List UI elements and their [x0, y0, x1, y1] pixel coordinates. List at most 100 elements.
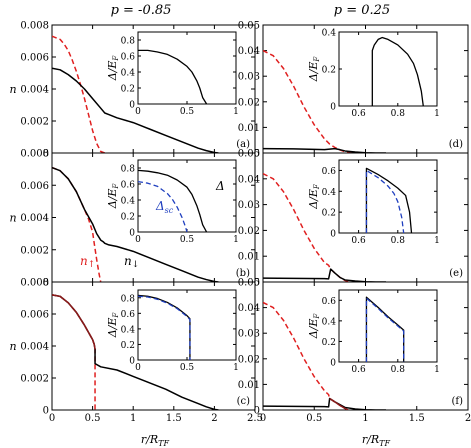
inset-c-y-axis-label-sub: F [112, 312, 120, 319]
inset-a-y-tick-label: 0.8 [121, 37, 136, 47]
inset-f-y-tick-label: 0.6 [322, 297, 337, 307]
panel-c-x-tick-label: 0 [49, 413, 55, 424]
inset-f-x-tick-label: 0.6 [351, 365, 366, 375]
panel-b-inset: 0 0.5 100.20.40.60.8Δ/EF [106, 159, 239, 245]
panel-d-series-n_up [263, 49, 356, 153]
panel-f-y-tick-label: 0.05 [238, 278, 260, 289]
panel-a-y-tick-label: 0.008 [20, 21, 49, 32]
panel-f-y-tick-label: 0.03 [238, 329, 260, 340]
inset-e-x-tick-label: 0.8 [391, 236, 406, 246]
panel-a-curves [52, 35, 219, 153]
annotation-delta: Δ [215, 179, 225, 193]
inset-b-y-axis-label: Δ/EF [106, 183, 120, 210]
x-axis-label-right: r/RTF [362, 433, 391, 448]
panel-c-inset: 0 0.5 100.20.40.60.8Δ/EF [106, 289, 239, 373]
panel-e-y-tick-label: 0.03 [238, 200, 260, 211]
annotation-n-up-sub: ↑ [88, 260, 96, 270]
panel-f-series-n_overlap [329, 397, 349, 410]
inset-c-y-tick-label: 0.8 [121, 294, 136, 304]
panel-e-inset: 0.6 0.8 100.20.40.6Δ/EF [307, 159, 440, 246]
inset-e-y-tick-label: 0.2 [322, 209, 336, 219]
panel-c-x-tick-label: 1 [130, 413, 136, 424]
panel-d-y-tick-label: 0 [254, 149, 260, 160]
inset-f-series-delta_sc [365, 297, 405, 362]
panel-c-y-tick-label: 0 [43, 406, 49, 417]
inset-e-x-tick-label: 1 [434, 236, 440, 246]
panel-f-x-tick-label: 1.5 [409, 413, 425, 424]
panel-a-y-tick-label: 0.002 [20, 117, 49, 128]
inset-c-series-delta_sc [138, 295, 191, 360]
panel-e: 00.010.020.030.040.050.6 0.8 100.20.40.6Δ/… [238, 149, 469, 289]
panel-b-y-tick-label: 0 [43, 278, 49, 289]
inset-f-y-axis-label: Δ/EF [307, 313, 321, 340]
inset-c-x-tick-label: 1 [233, 363, 239, 373]
panel-c-x-tick-label: 0.5 [85, 413, 101, 424]
inset-f-y-axis-label-sub: F [313, 313, 321, 320]
panel-d-y-tick-label: 0.04 [238, 46, 260, 57]
inset-a-y-axis-label: Δ/EF [106, 55, 120, 82]
panel-d-y-tick-label: 0.02 [238, 97, 260, 108]
inset-e-y-axis-label-main: Δ/E [307, 189, 320, 210]
panel-f-x-tick-label: 0 [260, 413, 266, 424]
inset-f-x-tick-label: 1 [434, 365, 440, 375]
inset-b-y-axis-label-main: Δ/E [106, 189, 119, 210]
panel-f-label: (f) [451, 396, 463, 407]
inset-c-curves [138, 294, 191, 360]
inset-c-frame [137, 289, 237, 361]
panel-c-y-tick-label: 0.006 [20, 310, 49, 321]
panel-f-y-tick-label: 0.04 [238, 303, 260, 314]
annotation-n-down-main: n [124, 254, 132, 268]
inset-b-y-tick-label: 0.4 [121, 197, 136, 207]
annotation-delta-sc: Δsc [155, 199, 174, 215]
inset-c-x-tick-label: 0 [135, 363, 141, 373]
panel-f-x-tick-label: 2 [465, 413, 471, 424]
panel-f-curves [263, 301, 387, 410]
inset-a-y-tick-label: 0.2 [121, 85, 135, 95]
inset-b-x-tick-label: 1 [233, 235, 239, 245]
panel-c-x-tick-label: 1.5 [166, 413, 182, 424]
inset-b-series-delta_sc [138, 180, 188, 232]
inset-a-x-tick-label: 0.5 [180, 107, 195, 117]
inset-d-series-delta [371, 36, 424, 106]
panel-b-y-axis-label: n [9, 212, 16, 225]
inset-f-y-tick-label: 0.4 [322, 317, 337, 327]
panel-a-y-tick-label: 0.006 [20, 53, 49, 64]
inset-e-y-tick-label: 0.4 [322, 188, 337, 198]
panel-f-x-tick-label: 1 [362, 413, 368, 424]
left-column-title: p = -0.85 [111, 3, 172, 18]
inset-e-y-tick-label: 0 [330, 230, 336, 240]
panel-c-y-tick-label: 0.002 [20, 374, 49, 385]
panel-c-x-tick-label: 2 [211, 413, 217, 424]
panel-b-y-tick-label: 0.006 [20, 181, 49, 192]
inset-d-y-tick-label: 0.2 [322, 66, 336, 76]
inset-a-y-tick-label: 0.6 [121, 53, 136, 63]
panel-f-inset: 0.6 0.8 100.20.40.6Δ/EF [307, 289, 440, 375]
panel-b-y-tick-label: 0.002 [20, 245, 49, 256]
panel-c-series-n_overlap [52, 294, 96, 350]
inset-d-curves [371, 36, 424, 106]
inset-f-y-tick-label: 0.2 [322, 338, 336, 348]
inset-d-x-tick-label: 0.8 [391, 109, 406, 119]
inset-b-y-tick-label: 0.2 [121, 213, 135, 223]
panel-a: 0 0.002 0.004 0.006 0.008 n 0 0.5 1 0 0.2 0.4 0.6 0.8… [9, 21, 256, 160]
panel-d-y-tick-label: 0.03 [238, 72, 260, 83]
inset-b-y-tick-label: 0 [129, 229, 135, 239]
annotation-delta-sc-main: Δ [155, 199, 165, 213]
annotation-n-up: n↑ [80, 254, 95, 270]
panel-c-y-tick-label: 0.004 [20, 342, 49, 353]
inset-b-series-delta [138, 169, 208, 232]
panel-d: 0 0.01 0.02 0.03 0.04 0.05 0.6 0.8 1 0 0.2 0.4 Δ/EF (… [238, 21, 469, 160]
panel-d-inset: 0.6 0.8 1 0 0.2 0.4 Δ/EF [307, 29, 440, 120]
panel-f: 0 0.5 1 1.5 2 0 0.01 0.02 0.03 0.04 0.05 0.6 0.8 1 0 0.… [238, 278, 471, 425]
inset-d-y-axis-label-main: Δ/E [307, 62, 320, 83]
annotation-n-down-sub: ↓ [132, 260, 140, 270]
panel-c-y-tick-label: 0.008 [20, 278, 49, 289]
inset-c-y-axis-label: Δ/EF [106, 312, 120, 339]
panel-c-x-tick-label: 2.5 [247, 413, 263, 424]
inset-f-frame [338, 289, 438, 363]
